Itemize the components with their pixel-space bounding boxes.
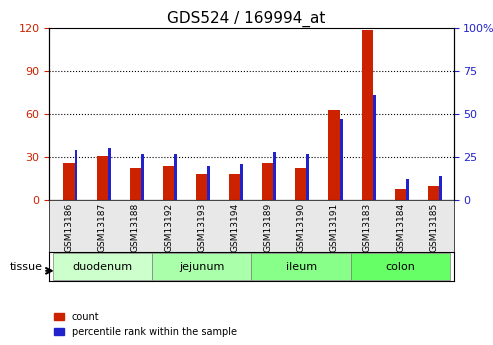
Text: GSM13183: GSM13183	[363, 203, 372, 252]
Text: ileum: ileum	[285, 262, 317, 272]
Bar	[240, 164, 243, 200]
Bar	[340, 119, 343, 200]
Bar	[74, 150, 77, 200]
Text: GSM13185: GSM13185	[429, 203, 438, 252]
Bar	[141, 154, 143, 200]
Bar	[373, 95, 376, 200]
Text: GDS524 / 169994_at: GDS524 / 169994_at	[167, 10, 326, 27]
Text: GSM13187: GSM13187	[98, 203, 107, 252]
FancyBboxPatch shape	[251, 253, 351, 280]
FancyBboxPatch shape	[53, 253, 152, 280]
Text: GSM13184: GSM13184	[396, 203, 405, 252]
Bar	[97, 156, 108, 200]
Bar	[174, 154, 177, 200]
Text: GSM13192: GSM13192	[164, 203, 173, 252]
FancyBboxPatch shape	[351, 253, 450, 280]
Text: GSM13190: GSM13190	[297, 203, 306, 252]
Bar	[428, 186, 439, 200]
Text: GSM13188: GSM13188	[131, 203, 140, 252]
Text: jejunum: jejunum	[179, 262, 224, 272]
Bar	[307, 154, 310, 200]
Bar	[64, 163, 75, 200]
Bar	[229, 174, 241, 200]
Text: duodenum: duodenum	[72, 262, 133, 272]
Text: GSM13192: GSM13192	[164, 203, 173, 252]
Text: tissue: tissue	[10, 263, 43, 272]
Text: GSM13189: GSM13189	[263, 203, 273, 252]
Text: GSM13190: GSM13190	[297, 203, 306, 252]
Bar	[328, 110, 340, 200]
Text: GSM13184: GSM13184	[396, 203, 405, 252]
Bar	[130, 168, 141, 200]
Text: GSM13186: GSM13186	[65, 203, 73, 252]
Bar	[196, 174, 208, 200]
Text: GSM13191: GSM13191	[330, 203, 339, 252]
FancyBboxPatch shape	[152, 253, 251, 280]
Text: GSM13183: GSM13183	[363, 203, 372, 252]
Legend: count, percentile rank within the sample: count, percentile rank within the sample	[54, 312, 237, 337]
Bar	[395, 189, 406, 200]
Text: GSM13193: GSM13193	[197, 203, 206, 252]
Bar	[163, 166, 175, 200]
Text: GSM13189: GSM13189	[263, 203, 273, 252]
Bar	[107, 148, 110, 200]
Bar	[361, 30, 373, 200]
Bar	[262, 163, 274, 200]
Bar	[273, 152, 276, 200]
Text: GSM13193: GSM13193	[197, 203, 206, 252]
Bar	[439, 176, 442, 200]
Text: GSM13194: GSM13194	[230, 203, 240, 252]
Bar	[406, 179, 409, 200]
Bar	[207, 166, 210, 200]
Text: GSM13191: GSM13191	[330, 203, 339, 252]
Text: GSM13187: GSM13187	[98, 203, 107, 252]
Text: GSM13194: GSM13194	[230, 203, 240, 252]
Text: GSM13186: GSM13186	[65, 203, 73, 252]
Text: GSM13188: GSM13188	[131, 203, 140, 252]
Text: GSM13185: GSM13185	[429, 203, 438, 252]
Text: colon: colon	[386, 262, 416, 272]
Bar	[295, 168, 307, 200]
